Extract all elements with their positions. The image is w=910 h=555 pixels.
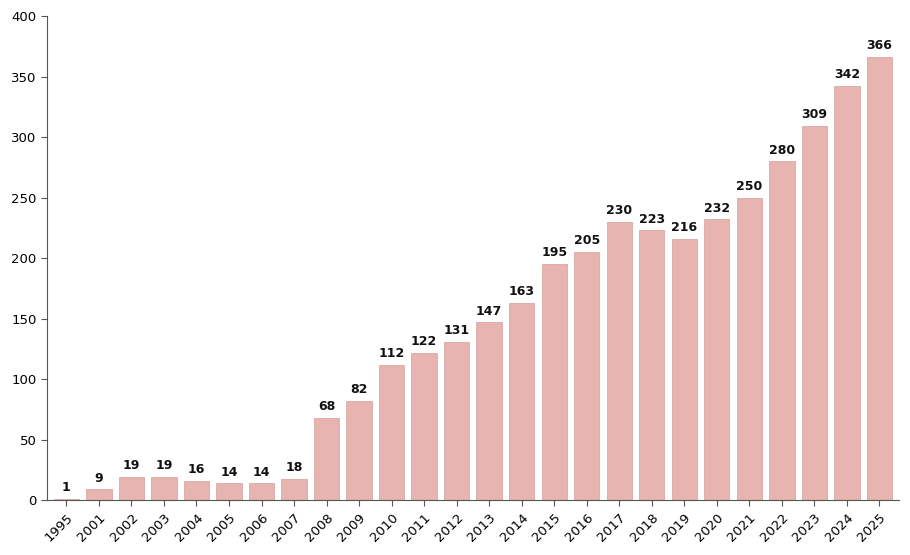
Text: 163: 163 <box>509 285 535 298</box>
Bar <box>477 322 501 500</box>
Text: 122: 122 <box>411 335 437 348</box>
Text: 14: 14 <box>220 466 238 478</box>
Text: 16: 16 <box>187 463 205 476</box>
Bar <box>347 401 372 500</box>
Bar <box>574 252 600 500</box>
Bar <box>509 303 534 500</box>
Text: 131: 131 <box>443 324 470 337</box>
Text: 216: 216 <box>672 221 697 234</box>
Bar <box>672 239 697 500</box>
Bar <box>411 352 437 500</box>
Bar <box>802 127 827 500</box>
Text: 205: 205 <box>573 234 600 248</box>
Text: 250: 250 <box>736 180 763 193</box>
Bar <box>639 230 664 500</box>
Bar <box>541 264 567 500</box>
Text: 14: 14 <box>253 466 270 478</box>
Text: 230: 230 <box>606 204 632 217</box>
Text: 366: 366 <box>866 39 893 52</box>
Bar <box>704 219 730 500</box>
Text: 1: 1 <box>62 481 71 495</box>
Bar <box>314 418 339 500</box>
Bar <box>736 198 762 500</box>
Bar <box>151 477 177 500</box>
Text: 309: 309 <box>802 108 827 122</box>
Bar <box>184 481 209 500</box>
Bar <box>607 222 632 500</box>
Bar <box>769 162 794 500</box>
Text: 112: 112 <box>379 347 405 360</box>
Bar <box>866 57 892 500</box>
Text: 68: 68 <box>318 400 335 413</box>
Bar <box>248 483 274 500</box>
Text: 342: 342 <box>834 68 860 82</box>
Text: 9: 9 <box>95 472 103 485</box>
Bar <box>54 499 79 500</box>
Bar <box>281 478 307 500</box>
Text: 19: 19 <box>123 460 140 472</box>
Bar <box>379 365 404 500</box>
Text: 223: 223 <box>639 213 665 225</box>
Bar <box>834 87 860 500</box>
Text: 232: 232 <box>703 201 730 215</box>
Text: 82: 82 <box>350 383 368 396</box>
Text: 18: 18 <box>286 461 303 474</box>
Bar <box>86 490 112 500</box>
Bar <box>217 483 242 500</box>
Text: 19: 19 <box>156 460 173 472</box>
Bar <box>119 477 144 500</box>
Text: 147: 147 <box>476 305 502 317</box>
Text: 195: 195 <box>541 246 567 259</box>
Bar <box>444 342 470 500</box>
Text: 280: 280 <box>769 144 794 157</box>
